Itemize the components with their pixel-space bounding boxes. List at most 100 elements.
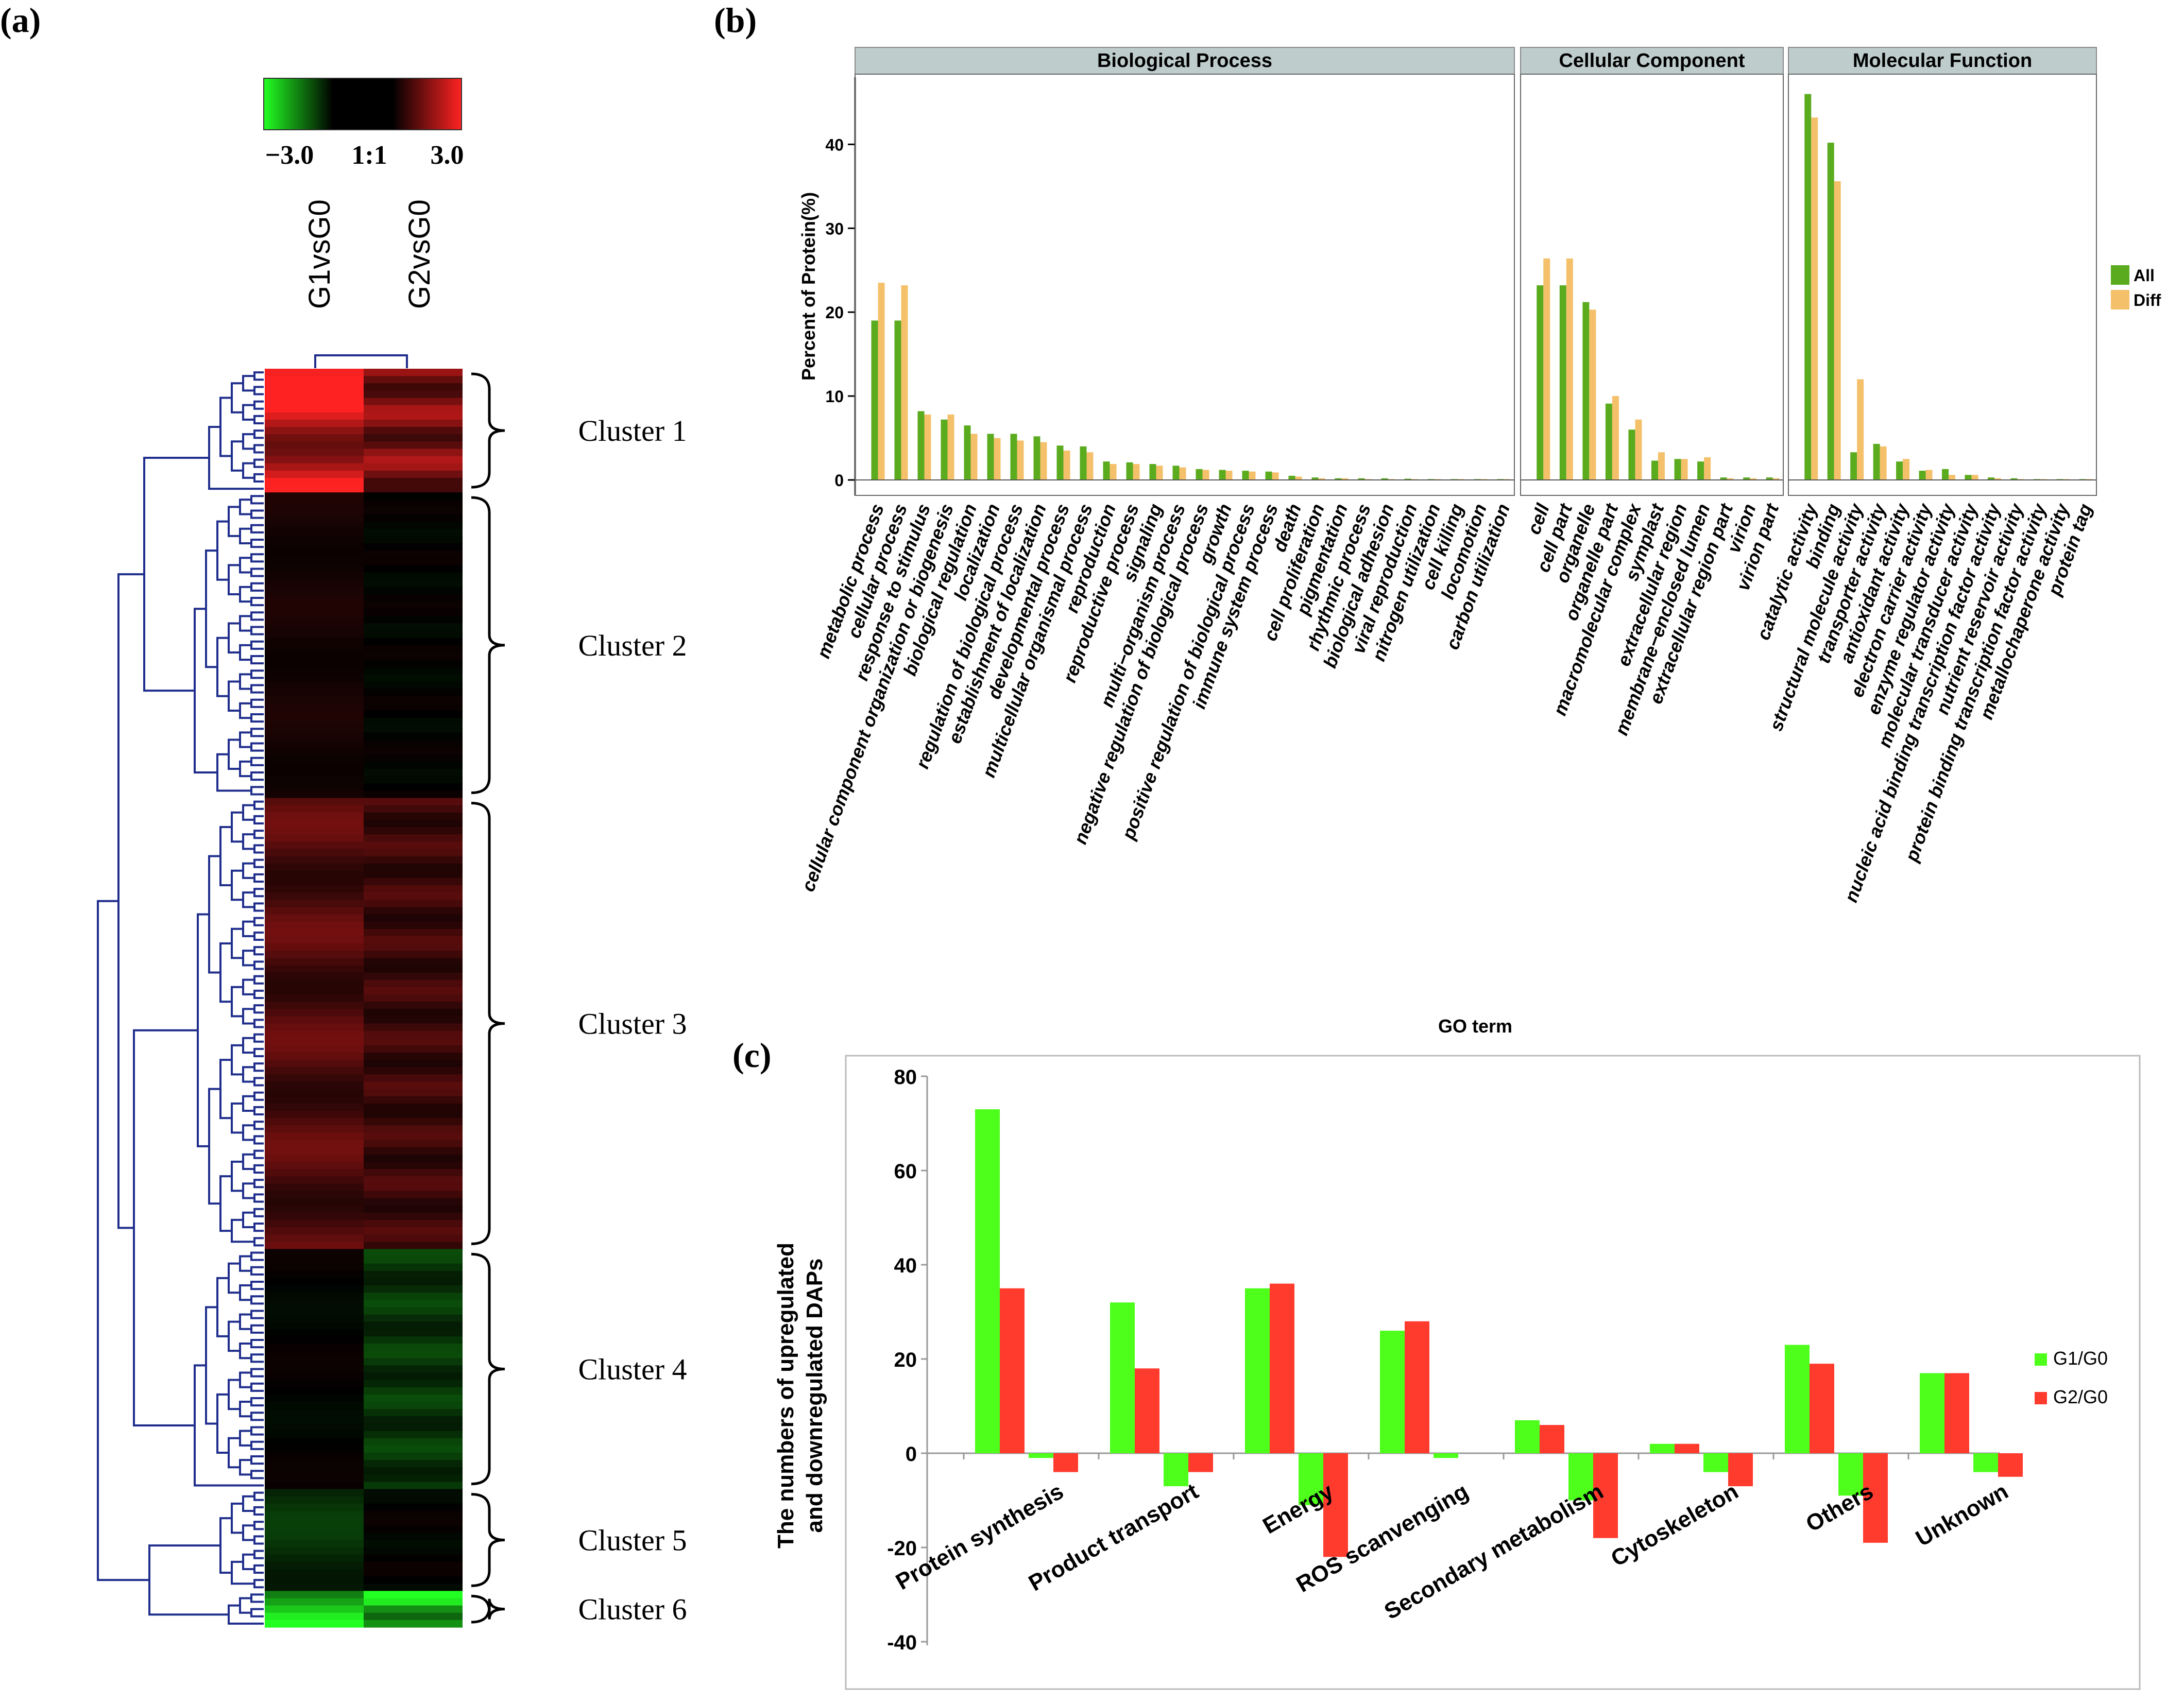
- dap-y-axis-title: The numbers of upregulated: [773, 1243, 798, 1549]
- heatmap-cell: [265, 579, 364, 588]
- heatmap-cell: [265, 1176, 364, 1184]
- go-y-tick-label: 40: [825, 135, 844, 154]
- heatmap-cell: [364, 1038, 463, 1046]
- heatmap-cell: [265, 1620, 364, 1628]
- heatmap-cell: [364, 1205, 463, 1213]
- heatmap-cell: [265, 1089, 364, 1097]
- heatmap-cell: [265, 587, 364, 595]
- go-bar-diff: [1971, 475, 1978, 480]
- heatmap-cell: [265, 732, 364, 741]
- panel-a-label: (a): [0, 1, 41, 40]
- heatmap-cell: [364, 732, 463, 741]
- cluster-label: Cluster 4: [578, 1352, 687, 1386]
- heatmap-cell: [265, 543, 364, 551]
- heatmap-cell: [265, 449, 364, 457]
- heatmap-cell: [364, 463, 463, 471]
- dap-bar-down: [1863, 1453, 1888, 1543]
- cluster-label: Cluster 3: [578, 1007, 687, 1040]
- go-bar-diff: [1658, 452, 1665, 480]
- heatmap-cell: [265, 1351, 364, 1358]
- heatmap-cell: [265, 1540, 364, 1548]
- heatmap-cell: [364, 1510, 463, 1519]
- heatmap-column-label: G2vsG0: [403, 199, 436, 309]
- heatmap-cell: [364, 1089, 463, 1097]
- heatmap-cell: [265, 551, 364, 558]
- heatmap-cell: [265, 1081, 364, 1090]
- go-bar-diff: [1179, 467, 1186, 480]
- dap-y-tick-label: 0: [906, 1443, 917, 1466]
- heatmap-cell: [265, 1380, 364, 1388]
- heatmap-cell: [265, 921, 364, 930]
- heatmap-cell: [364, 667, 463, 675]
- heatmap-cell: [364, 1249, 463, 1257]
- heatmap-cell: [265, 398, 364, 406]
- go-y-tick-label: 20: [825, 303, 844, 322]
- heatmap-cell: [364, 1227, 463, 1235]
- heatmap-cell: [364, 900, 463, 908]
- heatmap-cell: [265, 441, 364, 449]
- heatmap-cell: [265, 558, 364, 566]
- go-bar-diff: [1750, 478, 1757, 480]
- go-bar-all: [1827, 143, 1834, 480]
- go-bar-diff: [1063, 450, 1070, 480]
- dap-bar-up: [1110, 1302, 1135, 1453]
- cluster-bracket: [471, 1252, 505, 1486]
- go-bar-all: [1033, 436, 1040, 480]
- heatmap-cell: [265, 936, 364, 944]
- heatmap-cell: [265, 1212, 364, 1220]
- heatmap-cell: [364, 1533, 463, 1541]
- go-bar-diff: [1040, 442, 1047, 480]
- heatmap-cell: [265, 1067, 364, 1075]
- heatmap-cell: [265, 761, 364, 769]
- heatmap-cell: [265, 609, 364, 616]
- heatmap-cell: [265, 1321, 364, 1330]
- dap-bar-up: [1245, 1288, 1270, 1453]
- heatmap-cell: [265, 565, 364, 573]
- go-bar-all: [1311, 477, 1319, 480]
- heatmap-cell: [364, 609, 463, 616]
- dap-category-label: Unknown: [1912, 1478, 2012, 1551]
- heatmap-cell: [364, 798, 463, 806]
- heatmap-cell: [364, 1161, 463, 1169]
- heatmap-cell: [364, 390, 463, 399]
- go-bar-diff: [1880, 446, 1887, 480]
- heatmap-cell: [265, 1612, 364, 1621]
- heatmap-cell: [364, 958, 463, 966]
- heatmap-cell: [364, 1387, 463, 1395]
- dap-legend-swatch: [2035, 1392, 2047, 1404]
- go-bar-all: [1804, 94, 1812, 480]
- heatmap-cell: [364, 521, 463, 529]
- heatmap-cell: [265, 1270, 364, 1279]
- heatmap-cell: [364, 885, 463, 893]
- heatmap-cell: [364, 718, 463, 726]
- heatmap-cells: [265, 369, 463, 1628]
- heatmap-cell: [364, 1482, 463, 1490]
- go-bar-diff: [1543, 258, 1550, 480]
- facet-title: Cellular Component: [1559, 50, 1745, 72]
- dap-bar-up: [1270, 1283, 1294, 1453]
- go-bar-all: [917, 411, 925, 480]
- heatmap-cell: [364, 1365, 463, 1373]
- heatmap-cell: [265, 958, 364, 966]
- panel-b-label: (b): [714, 1, 757, 40]
- heatmap-cell: [265, 1263, 364, 1271]
- heatmap-cell: [265, 1605, 364, 1613]
- heatmap-cell: [364, 1540, 463, 1548]
- heatmap-cell: [364, 1372, 463, 1381]
- heatmap-cell: [265, 623, 364, 631]
- go-bar-diff: [970, 434, 978, 480]
- heatmap-cell: [364, 972, 463, 980]
- heatmap-cell: [265, 383, 364, 391]
- dap-bar-up: [1675, 1443, 1699, 1453]
- heatmap-cell: [364, 1110, 463, 1119]
- go-bar-diff: [1994, 478, 2001, 480]
- heatmap-cell: [265, 979, 364, 988]
- heatmap-cell: [364, 1140, 463, 1148]
- heatmap-cell: [364, 485, 463, 493]
- go-bar-diff: [1704, 457, 1711, 480]
- heatmap-cell: [364, 863, 463, 871]
- go-bar-all: [1242, 471, 1249, 480]
- heatmap-cell: [265, 1358, 364, 1366]
- color-scale-bar: [263, 78, 462, 130]
- cluster-bracket: [471, 1594, 505, 1624]
